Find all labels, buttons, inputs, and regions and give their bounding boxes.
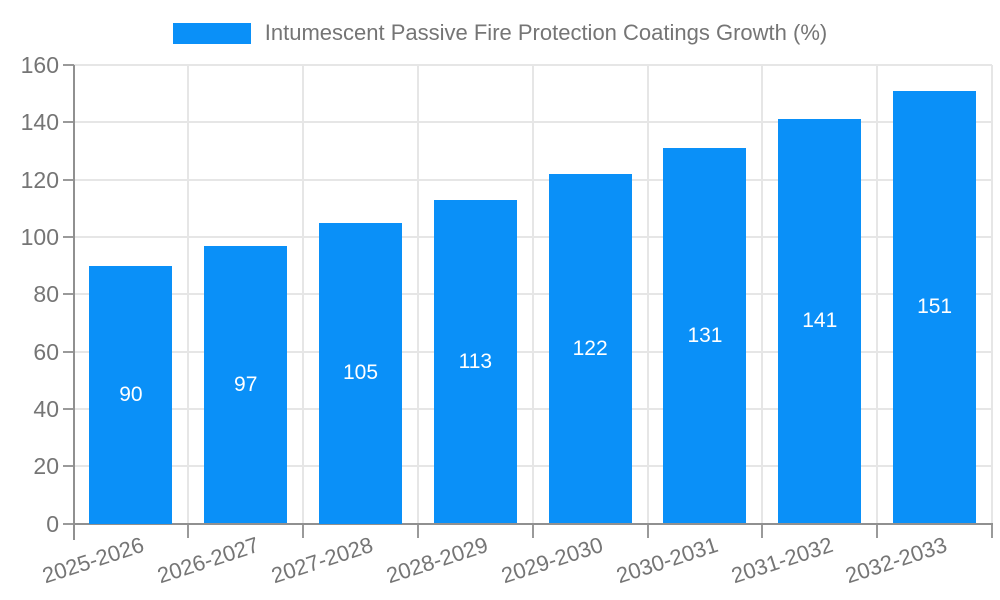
bar-value-label: 131 — [687, 323, 723, 347]
bar — [319, 222, 403, 524]
bar — [204, 245, 288, 524]
y-axis-tick-label: 160 — [20, 52, 59, 78]
y-axis-tick-label: 40 — [33, 395, 59, 422]
y-axis-tick-label: 80 — [33, 281, 59, 308]
bar-value-label: 122 — [572, 336, 608, 360]
x-axis-tick — [416, 523, 419, 538]
bar-value-label: 97 — [234, 372, 258, 396]
x-axis-tick-label: 2030-2031 — [612, 532, 721, 589]
gridline-vertical — [416, 65, 419, 524]
bar-value-label: 105 — [343, 361, 379, 385]
x-axis-tick-label: 2029-2030 — [498, 532, 606, 589]
bar-value-label: 90 — [119, 382, 143, 406]
legend-label: Intumescent Passive Fire Protection Coat… — [264, 20, 828, 45]
y-axis-tick — [62, 64, 74, 66]
x-axis-tick — [531, 523, 534, 538]
gridline-vertical — [761, 65, 764, 524]
bar — [89, 265, 173, 524]
y-axis-tick — [62, 121, 74, 124]
y-axis-line — [72, 65, 75, 540]
y-axis-tick-label: 60 — [33, 338, 59, 365]
y-axis-tick — [62, 178, 74, 181]
bar-value-label: 151 — [917, 295, 953, 319]
y-axis-tick-label: 120 — [20, 166, 59, 193]
x-axis-tick — [876, 523, 879, 538]
x-axis-tick-label: 2031-2032 — [727, 532, 836, 589]
gridline-vertical — [991, 65, 993, 524]
x-axis-tick — [646, 523, 649, 538]
x-axis-tick-label: 2026-2027 — [153, 532, 262, 589]
y-axis-tick — [62, 235, 74, 238]
y-axis-tick — [62, 407, 74, 410]
bar-value-label: 141 — [802, 309, 838, 333]
y-axis-tick-label: 0 — [46, 510, 59, 537]
x-axis-tick — [761, 523, 764, 538]
x-axis-tick-label: 2028-2029 — [383, 532, 492, 589]
bar — [893, 90, 977, 524]
x-axis-tick — [187, 523, 190, 538]
bar — [433, 199, 517, 524]
bar — [663, 148, 747, 524]
x-axis-tick-label: 2032-2033 — [842, 532, 951, 589]
y-axis-tick-label: 140 — [20, 109, 59, 136]
legend-swatch-icon — [172, 22, 251, 44]
x-axis-tick — [991, 523, 993, 538]
gridline-vertical — [187, 65, 190, 524]
bar-value-label: 113 — [458, 349, 493, 373]
gridline-vertical — [531, 65, 534, 524]
gridline-vertical — [646, 65, 649, 524]
y-axis-tick-label: 20 — [33, 453, 59, 480]
bar — [778, 119, 862, 524]
y-axis-tick-label: 100 — [20, 223, 59, 250]
x-axis-line — [72, 522, 993, 525]
bar — [548, 173, 632, 524]
y-axis-tick — [62, 465, 74, 468]
chart-legend[interactable]: Intumescent Passive Fire Protection Coat… — [0, 18, 1000, 48]
x-axis-tick-label: 2027-2028 — [268, 532, 377, 589]
gridline-vertical — [302, 65, 305, 524]
y-axis-tick — [62, 522, 74, 525]
y-axis-tick — [62, 350, 74, 353]
gridline-vertical — [876, 65, 879, 524]
y-axis-tick — [62, 293, 74, 296]
x-axis-tick-label: 2025-2026 — [38, 532, 147, 589]
x-axis-tick — [302, 523, 305, 538]
